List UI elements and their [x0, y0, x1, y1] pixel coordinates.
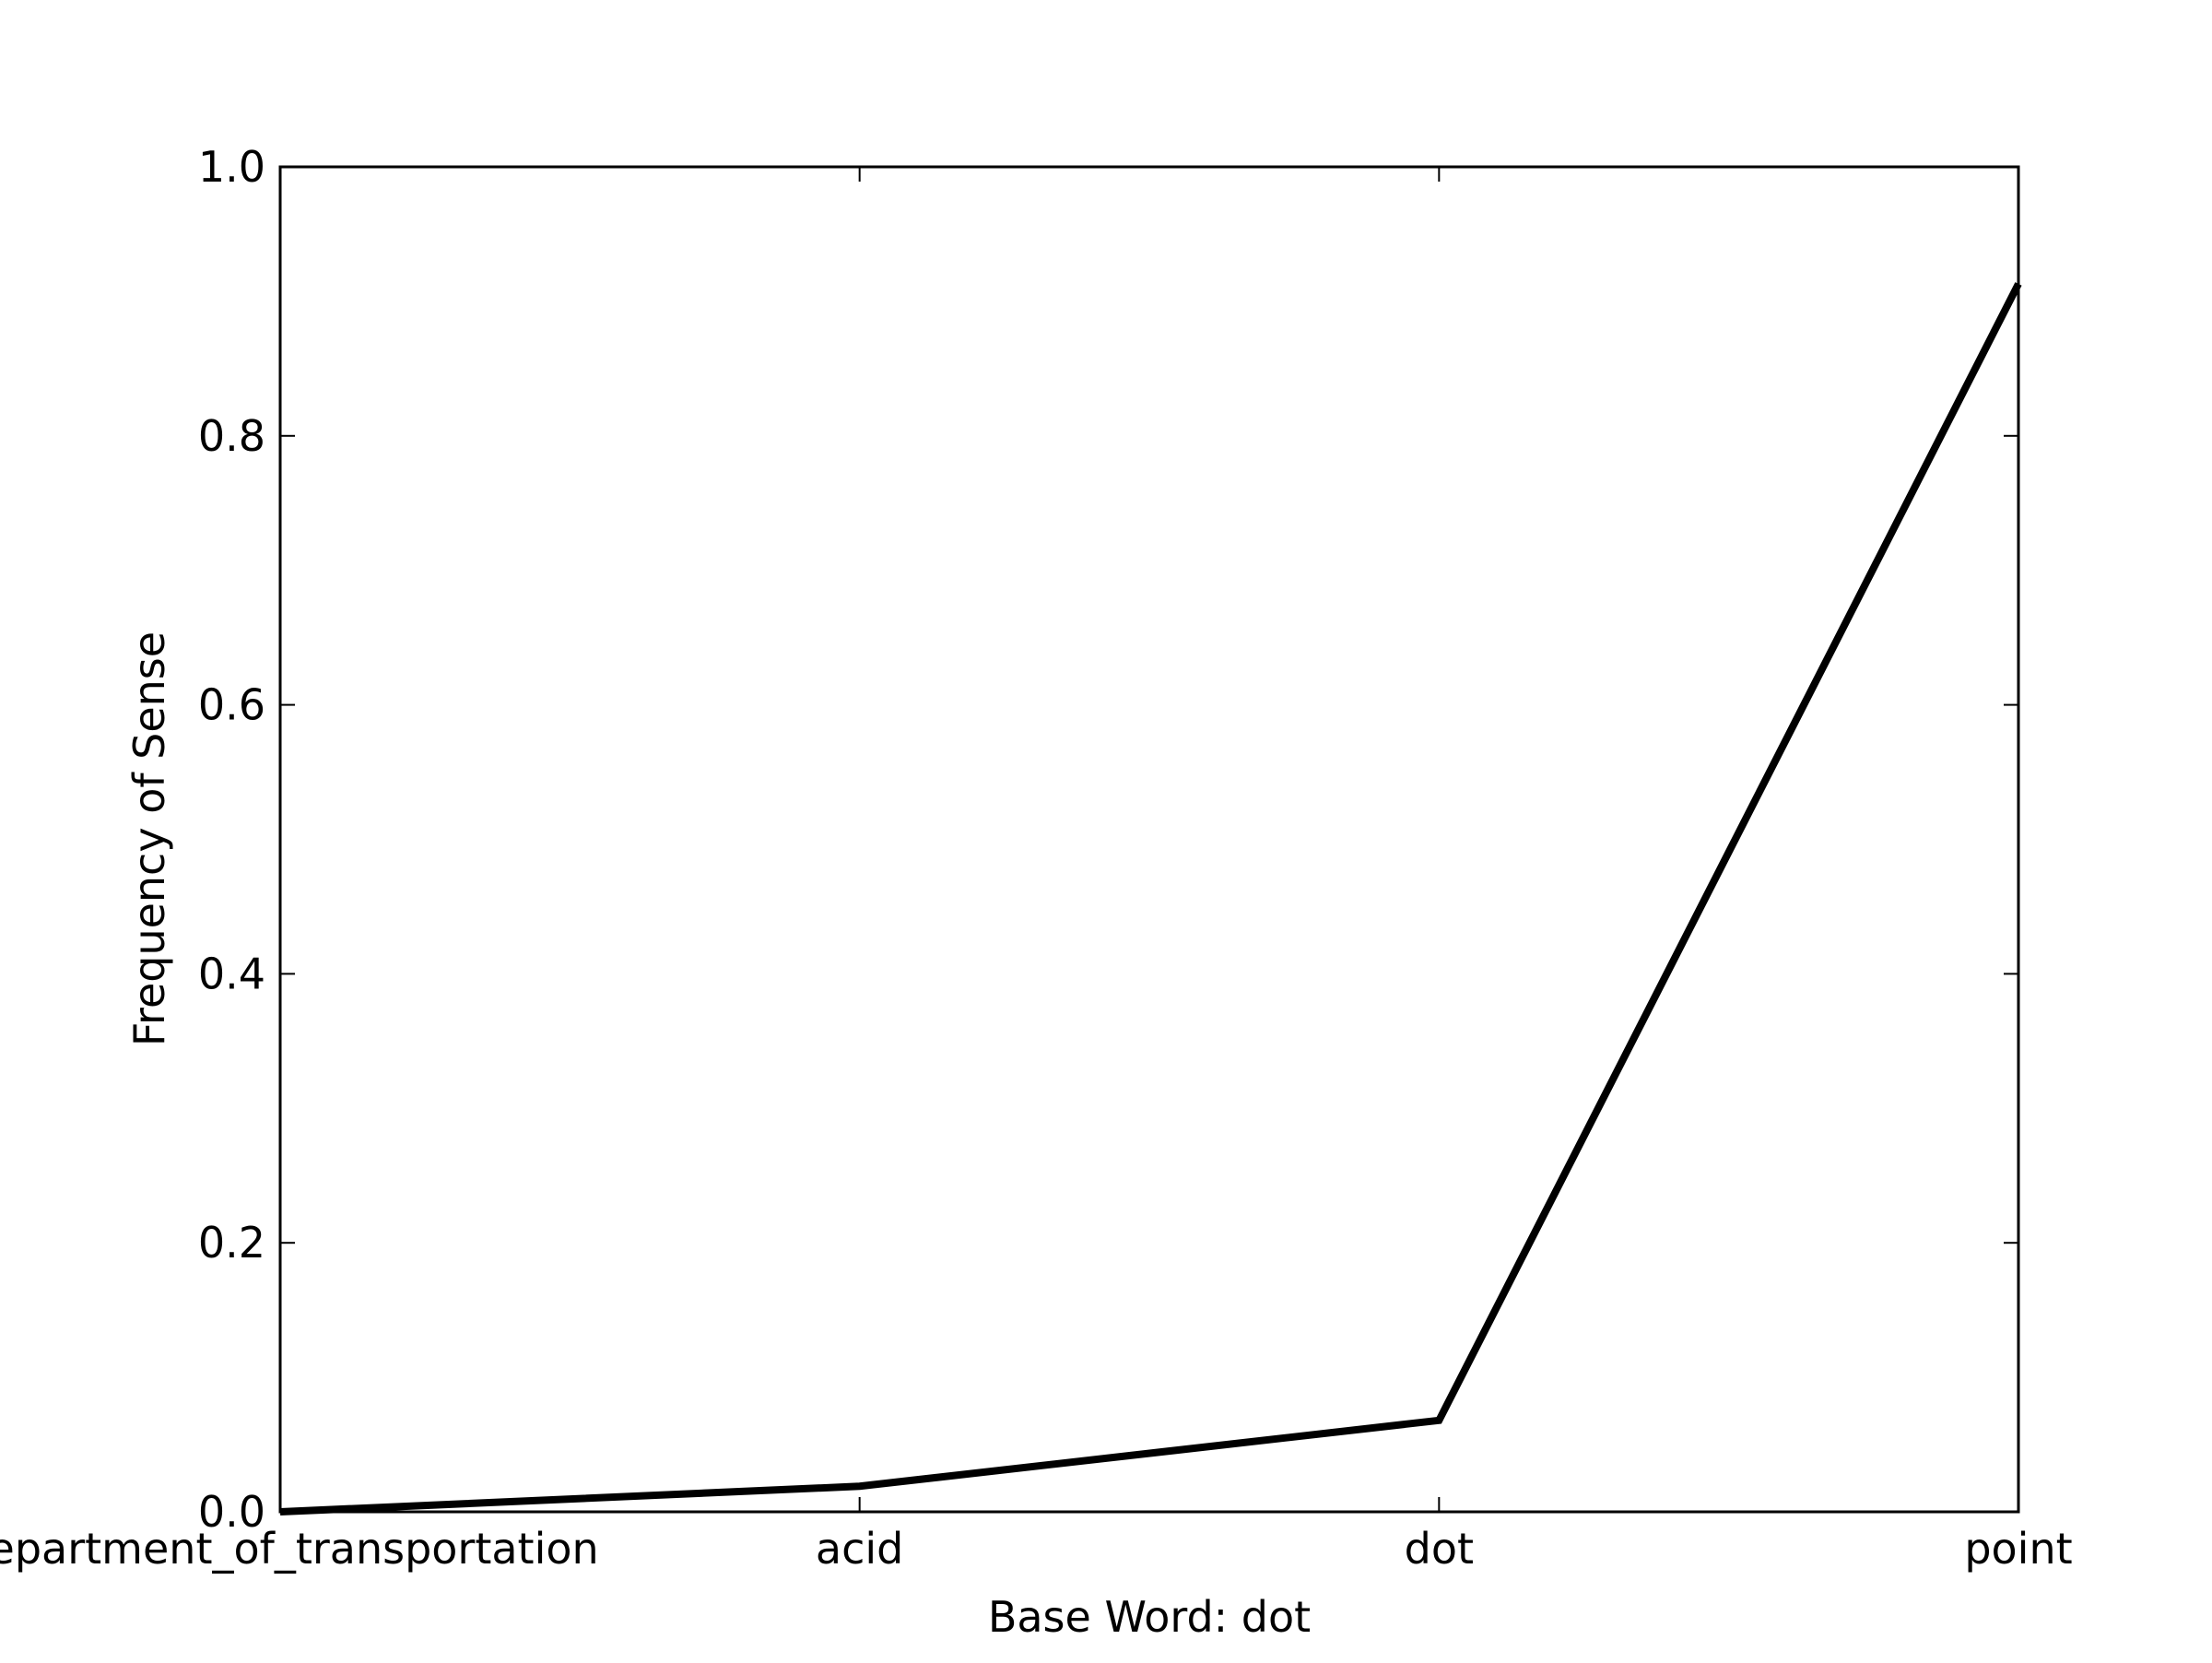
- x-tick-label: dot: [1405, 1524, 1474, 1574]
- y-tick-label: 0.2: [198, 1218, 265, 1268]
- y-tick-label: 1.0: [198, 142, 265, 192]
- x-tick-label: department_of_transportation: [0, 1524, 599, 1574]
- y-tick-label: 0.8: [198, 411, 265, 461]
- y-axis-label: Frequency of Sense: [124, 631, 174, 1046]
- x-axis-label: Base Word: dot: [988, 1592, 1311, 1642]
- y-tick-label: 0.4: [198, 949, 265, 998]
- x-tick-label: acid: [816, 1524, 903, 1574]
- x-tick-label: point: [1964, 1524, 2072, 1574]
- y-tick-label: 0.6: [198, 680, 265, 730]
